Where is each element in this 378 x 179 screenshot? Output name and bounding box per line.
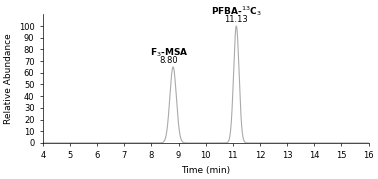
Text: 8.80: 8.80: [160, 56, 178, 65]
Text: PFBA-$^{13}$C$_3$: PFBA-$^{13}$C$_3$: [211, 4, 262, 18]
Y-axis label: Relative Abundance: Relative Abundance: [4, 33, 13, 124]
Text: F$_3$-MSA: F$_3$-MSA: [150, 46, 188, 59]
Text: 11.13: 11.13: [225, 15, 248, 24]
X-axis label: Time (min): Time (min): [181, 166, 230, 175]
